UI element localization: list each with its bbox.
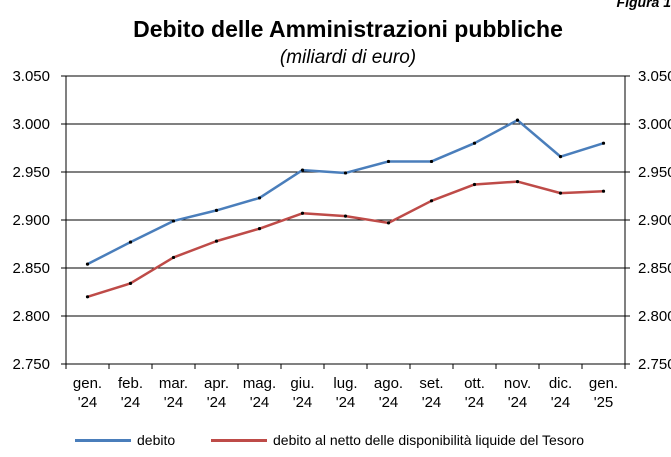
x-tick-label-month: set. xyxy=(419,375,443,392)
data-point-series-1 xyxy=(429,199,434,203)
data-point-series-1 xyxy=(128,281,133,285)
y-tick-label-right: 2.800 xyxy=(638,308,671,325)
x-tick-label-year: '24 xyxy=(336,394,356,411)
legend-swatch-debito xyxy=(75,438,131,442)
legend-label-debito: debito xyxy=(137,432,176,448)
y-tick-label-left: 2.900 xyxy=(12,212,50,229)
x-tick-label-year: '24 xyxy=(121,394,141,411)
data-point-series-1 xyxy=(343,214,348,218)
y-tick-label-right: 2.850 xyxy=(638,260,671,277)
y-tick-label-left: 2.800 xyxy=(12,308,50,325)
x-tick-label-year: '24 xyxy=(207,394,227,411)
data-point-series-1 xyxy=(171,255,176,260)
x-tick-label-month: dic. xyxy=(549,375,572,392)
chart-title: Debito delle Amministrazioni pubbliche xyxy=(133,16,563,42)
x-tick-label-year: '24 xyxy=(78,394,98,411)
data-point-series-0 xyxy=(128,240,133,244)
x-tick-label-month: gen. xyxy=(73,375,102,392)
y-tick-label-left: 2.950 xyxy=(12,164,50,181)
series-line-1 xyxy=(87,180,604,298)
legend-item-debito: debito xyxy=(75,432,175,448)
data-point-series-0 xyxy=(214,208,219,212)
x-tick-label-year: '24 xyxy=(293,394,313,411)
data-point-series-1 xyxy=(515,180,520,184)
data-point-series-0 xyxy=(386,159,391,164)
x-tick-label-year: '24 xyxy=(164,394,184,411)
y-tick-label-left: 3.000 xyxy=(12,116,50,133)
x-tick-label-month: lug. xyxy=(333,375,357,392)
x-tick-label-year: '25 xyxy=(594,394,614,411)
data-point-series-0 xyxy=(343,171,348,175)
x-tick-label-month: nov. xyxy=(504,375,531,392)
y-tick-label-right: 3.050 xyxy=(638,68,671,85)
data-point-series-1 xyxy=(472,182,477,187)
data-point-series-0 xyxy=(515,118,520,122)
x-tick-label-month: apr. xyxy=(204,375,229,392)
data-point-series-1 xyxy=(386,221,391,225)
data-point-series-1 xyxy=(300,211,305,215)
x-tick-label-month: ott. xyxy=(464,375,485,392)
x-tick-label-year: '24 xyxy=(465,394,485,411)
x-tick-label-year: '24 xyxy=(379,394,399,411)
x-tick-label-year: '24 xyxy=(250,394,270,411)
series-line-0 xyxy=(86,118,604,266)
data-point-series-0 xyxy=(300,168,305,172)
data-point-series-1 xyxy=(257,227,262,231)
y-tick-label-left: 2.750 xyxy=(12,356,50,373)
figure-label: Figura 1 xyxy=(616,0,671,10)
legend-swatch-debito-netto xyxy=(211,438,267,442)
x-tick-label-year: '24 xyxy=(422,394,442,411)
y-tick-label-right: 3.000 xyxy=(638,116,671,133)
legend-item-debito-netto: debito al netto delle disponibilità liqu… xyxy=(211,432,584,448)
data-point-series-1 xyxy=(85,295,90,299)
y-tick-label-left: 3.050 xyxy=(12,68,50,85)
data-point-series-0 xyxy=(472,141,477,145)
x-tick-label-month: feb. xyxy=(118,375,143,392)
data-point-series-0 xyxy=(601,141,606,145)
x-tick-label-month: gen. xyxy=(589,375,618,392)
y-tick-label-right: 2.950 xyxy=(638,164,671,181)
data-point-series-0 xyxy=(558,155,563,159)
x-tick-label-month: ago. xyxy=(374,375,403,392)
x-tick-label-month: mar. xyxy=(159,375,188,392)
y-tick-label-left: 2.850 xyxy=(12,260,50,277)
legend-label-debito-netto: debito al netto delle disponibilità liqu… xyxy=(273,432,585,448)
x-tick-label-month: giu. xyxy=(290,375,314,392)
y-tick-label-right: 2.750 xyxy=(638,356,671,373)
x-tick-label-month: mag. xyxy=(243,375,276,392)
data-point-series-0 xyxy=(171,219,176,223)
y-tick-label-right: 2.900 xyxy=(638,212,671,229)
data-point-series-1 xyxy=(601,189,606,193)
chart-subtitle: (miliardi di euro) xyxy=(279,47,417,68)
data-point-series-0 xyxy=(85,262,90,266)
x-tick-label-year: '24 xyxy=(508,394,528,411)
data-point-series-0 xyxy=(429,159,434,164)
data-point-series-1 xyxy=(558,191,563,195)
x-tick-label-year: '24 xyxy=(551,394,571,411)
data-point-series-0 xyxy=(257,196,262,200)
data-point-series-1 xyxy=(214,239,219,243)
